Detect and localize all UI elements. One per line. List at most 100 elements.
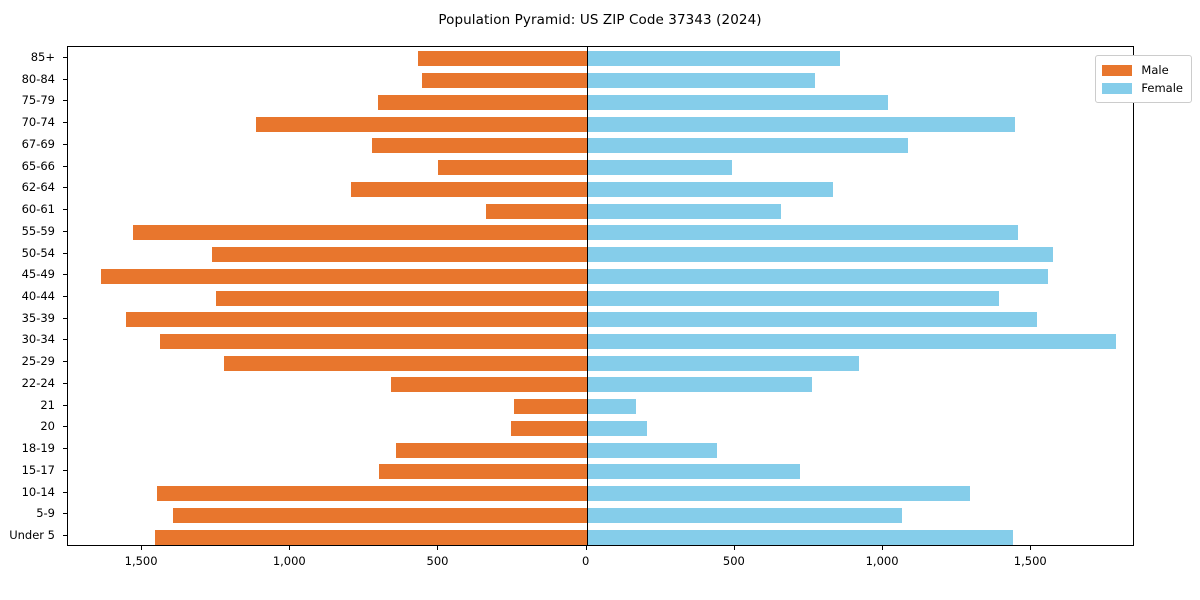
y-tick-mark bbox=[63, 404, 67, 406]
bar-row bbox=[68, 243, 1133, 265]
bar-male bbox=[395, 442, 587, 458]
y-tick-mark bbox=[63, 230, 67, 232]
bar-row bbox=[68, 69, 1133, 91]
y-tick-label: 22-24 bbox=[21, 375, 55, 390]
bar-male bbox=[133, 225, 587, 241]
y-axis: Under 5 5-9 10-14 15-17 18-19 20 21 22-24 25-29 3… bbox=[0, 46, 67, 546]
x-tick-mark bbox=[141, 546, 143, 550]
bar-row bbox=[68, 177, 1133, 199]
y-tick-label: 15-17 bbox=[21, 462, 55, 477]
y-tick-label: 25-29 bbox=[21, 354, 55, 369]
bar-female bbox=[586, 507, 903, 523]
bar-male bbox=[216, 290, 587, 306]
bar-female bbox=[586, 51, 841, 67]
y-tick-mark bbox=[63, 469, 67, 471]
bar-female bbox=[586, 247, 1054, 263]
bar-female bbox=[586, 486, 971, 502]
bar-row bbox=[68, 482, 1133, 504]
y-tick-label: Under 5 bbox=[9, 528, 55, 543]
bar-female bbox=[586, 160, 732, 176]
bar-female bbox=[586, 442, 718, 458]
y-tick-label: 21 bbox=[40, 397, 55, 412]
bar-female bbox=[586, 268, 1048, 284]
y-tick-label: 55-59 bbox=[21, 223, 55, 238]
bar-female bbox=[586, 399, 636, 415]
bar-female bbox=[586, 116, 1015, 132]
x-tick-mark bbox=[289, 546, 291, 550]
bar-row bbox=[68, 395, 1133, 417]
bar-female bbox=[586, 377, 812, 393]
x-tick-mark bbox=[585, 546, 587, 550]
y-tick-label: 80-84 bbox=[21, 71, 55, 86]
bar-row bbox=[68, 47, 1133, 69]
y-tick-label: 67-69 bbox=[21, 136, 55, 151]
bar-male bbox=[485, 203, 587, 219]
y-tick-mark bbox=[63, 491, 67, 493]
y-tick-label: 10-14 bbox=[21, 484, 55, 499]
x-tick-label: 500 bbox=[426, 554, 449, 568]
page-title: Population Pyramid: US ZIP Code 37343 (2… bbox=[438, 12, 762, 28]
bar-male bbox=[377, 94, 587, 110]
bar-female bbox=[586, 290, 999, 306]
bar-male bbox=[155, 529, 587, 545]
bar-row bbox=[68, 373, 1133, 395]
x-tick-mark bbox=[733, 546, 735, 550]
bar-row bbox=[68, 438, 1133, 460]
y-tick-label: 35-39 bbox=[21, 310, 55, 325]
y-tick-mark bbox=[63, 296, 67, 297]
bar-male bbox=[438, 160, 587, 176]
bar-male bbox=[256, 116, 587, 132]
legend-item-male[interactable]: Male bbox=[1102, 61, 1183, 79]
y-tick-mark bbox=[63, 426, 67, 428]
bar-row bbox=[68, 199, 1133, 221]
y-tick-label: 45-49 bbox=[21, 267, 55, 282]
y-tick-mark bbox=[63, 448, 67, 450]
bar-female bbox=[586, 138, 909, 154]
bar-female bbox=[586, 73, 815, 89]
x-axis: 1,500 1,000 500 0 500 1,000 1,500 bbox=[67, 546, 1134, 586]
bar-female bbox=[586, 464, 801, 480]
bar-female bbox=[586, 94, 888, 110]
bar-row bbox=[68, 330, 1133, 352]
bar-male bbox=[211, 247, 587, 263]
bar-row bbox=[68, 417, 1133, 439]
y-tick-label: 30-34 bbox=[21, 332, 55, 347]
x-tick-label: 1,500 bbox=[124, 554, 158, 568]
bar-female bbox=[586, 529, 1014, 545]
bar-row bbox=[68, 134, 1133, 156]
legend-swatch-icon bbox=[1102, 64, 1133, 76]
bar-row bbox=[68, 264, 1133, 286]
bar-female bbox=[586, 312, 1038, 328]
bar-female bbox=[586, 333, 1116, 349]
legend-label: Male bbox=[1141, 63, 1169, 77]
bar-row bbox=[68, 308, 1133, 330]
bar-male bbox=[125, 312, 587, 328]
y-tick-label: 62-64 bbox=[21, 180, 55, 195]
bar-male bbox=[514, 399, 587, 415]
bar-male bbox=[159, 333, 587, 349]
y-tick-mark bbox=[63, 122, 67, 124]
y-tick-label: 50-54 bbox=[21, 245, 55, 260]
bar-male bbox=[417, 51, 587, 67]
x-tick-mark bbox=[882, 546, 884, 550]
bar-row bbox=[68, 90, 1133, 112]
bar-row bbox=[68, 112, 1133, 134]
y-tick-mark bbox=[63, 361, 67, 363]
bar-female bbox=[586, 225, 1018, 241]
y-tick-label: 65-66 bbox=[21, 158, 55, 173]
bar-male bbox=[379, 464, 587, 480]
legend: Male Female bbox=[1095, 55, 1192, 103]
y-tick-label: 70-74 bbox=[21, 115, 55, 130]
legend-label: Female bbox=[1141, 81, 1183, 95]
legend-item-female[interactable]: Female bbox=[1102, 79, 1183, 97]
x-tick-label: 500 bbox=[722, 554, 745, 568]
y-tick-mark bbox=[63, 274, 67, 276]
x-tick-label: 0 bbox=[582, 554, 590, 568]
x-tick-label: 1,500 bbox=[1013, 554, 1047, 568]
y-tick-mark bbox=[63, 78, 67, 80]
y-tick-label: 40-44 bbox=[21, 289, 55, 303]
bar-male bbox=[391, 377, 587, 393]
y-tick-mark bbox=[63, 100, 67, 102]
bar-male bbox=[100, 268, 587, 284]
